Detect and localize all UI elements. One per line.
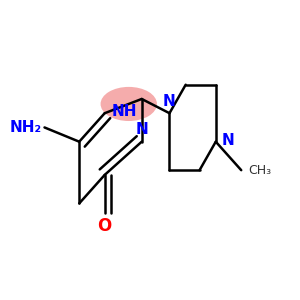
Text: NH: NH [112, 104, 138, 119]
Text: O: O [98, 218, 112, 236]
Text: N: N [222, 133, 235, 148]
Text: CH₃: CH₃ [249, 164, 272, 177]
Ellipse shape [100, 87, 157, 121]
Text: NH₂: NH₂ [9, 120, 41, 135]
Text: N: N [135, 122, 148, 137]
Text: N: N [163, 94, 176, 109]
